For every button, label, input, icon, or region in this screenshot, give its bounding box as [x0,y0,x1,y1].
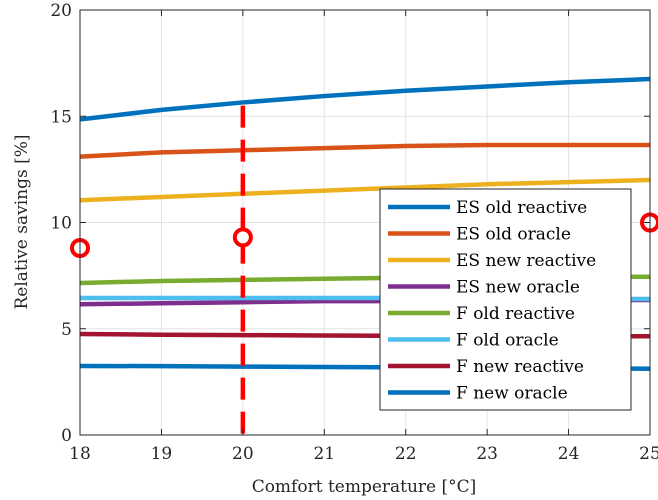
legend-box [379,188,632,411]
y-tick-label: 15 [50,107,72,127]
legend-entry-2: ES old oracle [456,225,571,245]
marker-circle-2 [232,227,253,248]
legend-entry-4: ES new oracle [456,278,580,298]
legend-entry-1: ES old reactive [456,198,587,218]
x-tick-label: 24 [558,444,580,464]
x-tick-label: 25 [639,444,658,464]
series-line-3 [79,177,651,203]
legend-entry-5: F old reactive [456,304,575,324]
y-tick-label: 0 [61,426,72,446]
axes-layer: 18 19 20 21 22 23 24 25 0 5 10 15 20 [50,1,658,464]
x-tick-label: 22 [395,444,417,464]
legend-entry-8: F new oracle [456,384,568,404]
y-tick-label: 5 [61,320,72,340]
x-tick-label: 20 [232,444,254,464]
series-line-2 [79,142,650,159]
x-tick-label: 19 [151,444,173,464]
x-tick-label: 18 [69,444,91,464]
x-axis-label: Comfort temperature [°C] [252,477,477,497]
y-tick-label: 20 [50,1,72,21]
legend-entry-3: ES new reactive [456,251,596,271]
x-tick-label: 23 [476,444,498,464]
y-tick-label: 10 [50,214,72,234]
legend-entry-6: F old oracle [456,331,559,351]
x-tick-label: 21 [313,444,335,464]
legend: ES old reactive ES old oracle ES new react… [379,188,632,411]
y-axis-label: Relative savings [%] [12,134,32,309]
series-line-1 [79,76,651,122]
legend-entry-7: F new reactive [456,357,584,377]
